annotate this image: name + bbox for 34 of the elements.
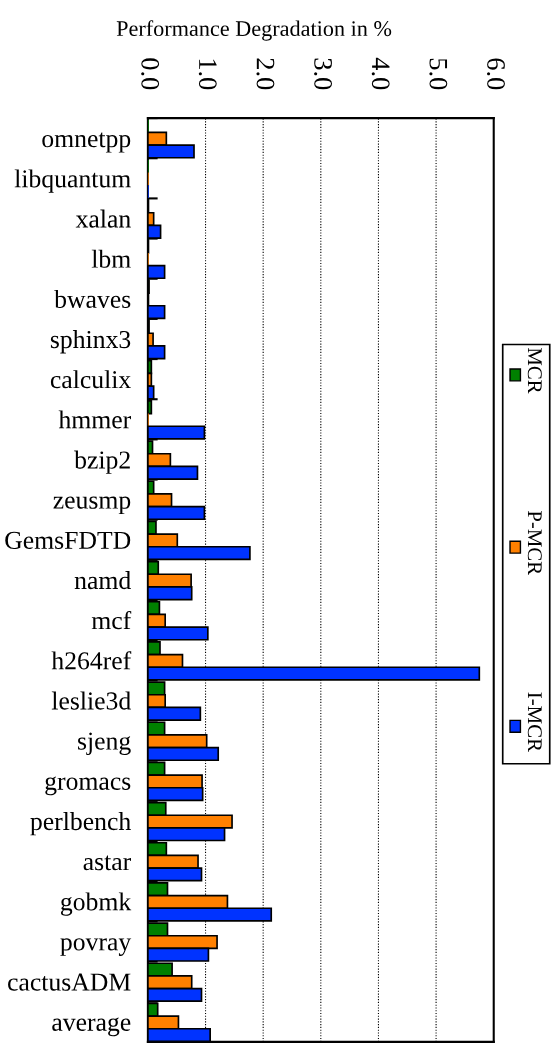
x-tick-label: 2.0 [256,58,275,90]
y-tick-label: bzip2 [74,450,130,474]
y-tick-label: zeusmp [53,496,131,515]
y-tick-label: gromacs [45,776,131,796]
x-tick-label: 3.0 [314,58,333,90]
x-tick-label: 1.0 [198,59,217,90]
y-tick-label: bwaves [54,289,131,308]
legend-label: P-MCR [527,510,542,576]
y-tick-label: h264ref [51,651,132,670]
y-tick-label: povray [60,938,132,956]
legend-label: I-MCR [527,692,542,752]
y-tick-label: leslie3d [51,691,131,710]
y-tick-label: astar [83,855,131,871]
legend-label: MCR [527,347,542,394]
y-tick-label: GemsFDTD [5,531,131,549]
y-tick-label: libquantum [14,169,131,193]
y-tick-label: calculix [50,370,131,389]
y-tick-label: xalan [75,209,131,228]
x-axis-title: Performance Degradation in % [116,20,392,41]
y-tick-label: cactusADM [8,973,131,991]
y-tick-label: sphinx3 [50,330,131,354]
y-tick-label: perlbench [30,812,131,836]
y-tick-label: mcf [91,610,132,630]
x-tick-label: 6.0 [487,58,505,90]
x-tick-label: 4.0 [371,57,390,90]
y-tick-label: gobmk [60,892,132,916]
y-tick-label: sjeng [78,732,131,756]
x-tick-label: 0.0 [141,58,160,90]
x-tick-label: 5.0 [429,58,448,90]
y-tick-label: average [52,1017,131,1037]
y-tick-label: namd [74,571,131,590]
y-tick-label: omnetpp [42,132,131,153]
y-tick-label: lbm [91,249,131,268]
y-tick-label: hmmer [58,410,131,429]
